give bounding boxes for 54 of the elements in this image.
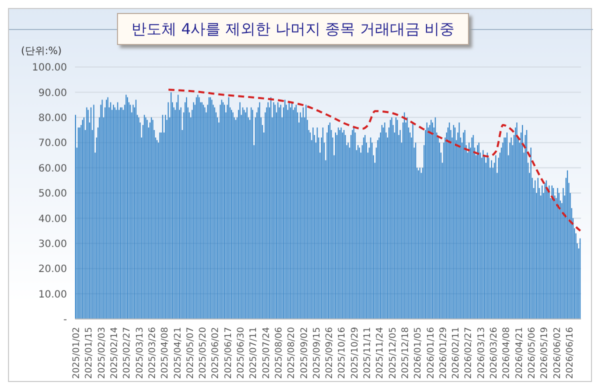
x-tick-label: 2025/01/15 [84, 327, 95, 379]
x-tick-label: 2025/10/16 [338, 326, 348, 379]
x-tick-label: 2026/06/16 [565, 326, 576, 379]
x-tick-label: 2025/11/24 [376, 326, 386, 379]
x-tick-label: 2026/03/26 [490, 326, 500, 379]
x-tick-label: 2026/04/08 [502, 326, 512, 379]
x-tick-label: 2026/03/13 [476, 327, 487, 379]
x-tick-label: 2026/06/02 [552, 327, 563, 379]
chart-title: 반도체 4사를 제외한 나머지 종목 거래대금 비중 [117, 13, 469, 45]
x-tick-label: 2025/02/03 [97, 327, 108, 379]
y-tick-label: 70.00 [38, 138, 67, 150]
x-tick-label: 2025/08/06 [274, 326, 284, 379]
x-tick-label: 2025/03/26 [148, 326, 158, 379]
x-tick-label: 2026/05/19 [540, 326, 550, 379]
y-tick-label: 100.00 [32, 62, 67, 74]
x-tick-label: 2025/07/24 [262, 326, 272, 379]
line-series [167, 88, 582, 232]
y-tick-label: - [63, 314, 68, 326]
x-tick-label: 2025/09/26 [325, 326, 336, 379]
x-tick-label: 2026/01/05 [414, 327, 424, 379]
x-tick-label: 2025/02/27 [122, 327, 133, 379]
x-tick-label: 2026/01/29 [438, 326, 449, 379]
y-tick-label: 10.00 [38, 289, 67, 300]
x-tick-label: 2026/02/11 [452, 327, 462, 379]
x-tick-label: 2025/11/11 [363, 327, 374, 379]
x-tick-label: 2025/05/07 [186, 327, 196, 379]
x-tick-label: 2025/05/20 [198, 326, 209, 379]
x-tick-label: 2025/12/18 [400, 326, 411, 379]
x-tick-label: 2025/06/17 [224, 327, 234, 379]
x-tick-label: 2025/04/08 [160, 326, 171, 379]
x-tick-label: 2025/01/02 [72, 327, 82, 379]
y-tick-label: 40.00 [38, 214, 67, 225]
x-tick-label: 2025/12/05 [388, 327, 398, 379]
y-axis-title: (단위:%) [21, 45, 62, 58]
x-tick-label: 2025/02/14 [110, 326, 120, 379]
x-tick-label: 2025/07/11 [249, 327, 260, 379]
y-tick-label: 20.00 [38, 264, 67, 276]
x-tick-label: 2025/09/02 [300, 327, 310, 379]
y-tick-label: 80.00 [38, 112, 67, 124]
x-tick-label: 2025/03/13 [135, 327, 146, 379]
x-tick-label: 2025/09/15 [312, 327, 322, 379]
y-tick-label: 90.00 [38, 88, 67, 99]
x-tick-label: 2025/08/20 [287, 326, 298, 379]
x-tick-label: 2026/05/06 [527, 326, 538, 379]
x-tick-label: 2025/04/21 [173, 327, 184, 379]
y-tick-label: 30.00 [38, 238, 67, 250]
x-tick-label: 2025/10/29 [350, 326, 360, 379]
x-tick-label: 2026/04/21 [514, 327, 525, 379]
x-tick-label: 2026/01/16 [426, 326, 436, 379]
x-tick-label: 2025/06/02 [211, 327, 222, 379]
y-tick-label: 60.00 [38, 163, 67, 174]
x-tick-label: 2025/06/30 [236, 326, 247, 379]
x-tick-label: 2026/02/27 [464, 327, 474, 379]
y-tick-label: 50.00 [38, 188, 67, 200]
